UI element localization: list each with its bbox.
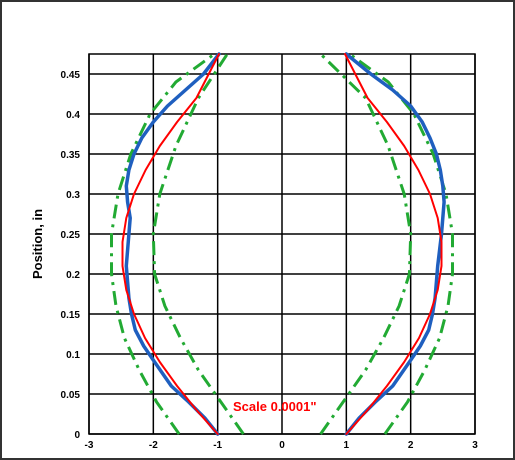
x-tick-label: 3 <box>472 440 478 451</box>
y-tick-label: 0.05 <box>61 390 81 401</box>
y-tick-label: 0.2 <box>66 270 80 281</box>
series-line-left-outer-green <box>110 52 216 435</box>
y-tick-label: 0.25 <box>61 230 81 241</box>
series-line-right-outer-green <box>348 52 454 435</box>
x-tick-label: 2 <box>408 440 414 451</box>
grid <box>88 53 476 435</box>
tick-labels: -3 -2 -1 0 1 2 3 0 0.05 0.1 0.15 0.2 0.25 0.3 0.35 0.4 0… <box>61 70 479 451</box>
y-tick-label: 0.35 <box>61 150 81 161</box>
x-tick-label: -2 <box>149 440 158 451</box>
series-line-right-inner-green <box>319 52 413 435</box>
y-tick-label: 0.45 <box>61 70 81 81</box>
series-line-left-blue <box>124 52 221 436</box>
y-tick-label: 0.3 <box>66 190 80 201</box>
x-tick-label: 0 <box>279 440 285 451</box>
y-tick-label: 0 <box>74 430 80 441</box>
x-tick-label: -3 <box>85 440 94 451</box>
x-tick-label: -1 <box>213 440 222 451</box>
y-tick-label: 0.1 <box>66 350 80 361</box>
series-line-left-inner-green <box>151 53 245 435</box>
series-layer <box>110 52 454 436</box>
y-tick-label: 0.15 <box>61 310 81 321</box>
y-axis-label: Position, in <box>30 209 45 279</box>
y-tick-label: 0.4 <box>66 110 80 121</box>
series-line-right-red <box>344 53 443 435</box>
series-line-left-red <box>121 53 220 435</box>
x-tick-label: 1 <box>344 440 350 451</box>
scale-annotation: Scale 0.0001" <box>233 399 317 414</box>
